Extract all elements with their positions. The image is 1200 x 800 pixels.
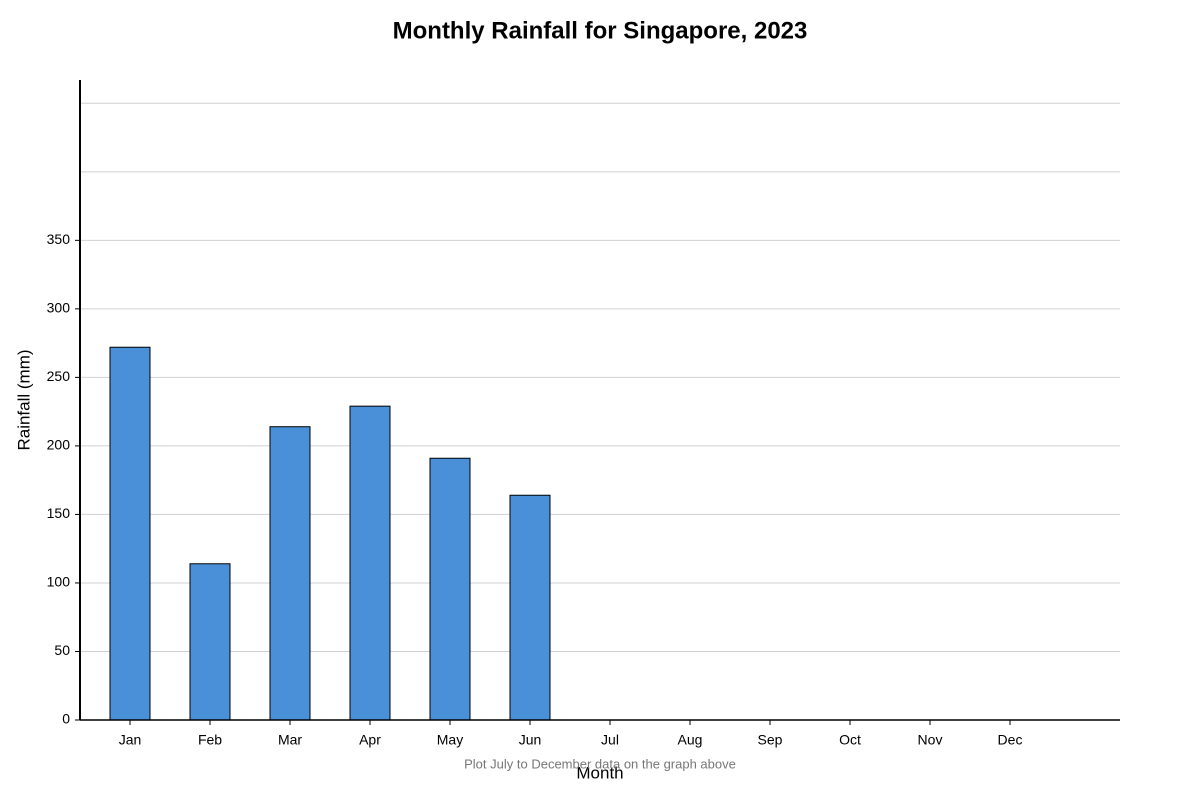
- chart-title: Monthly Rainfall for Singapore, 2023: [393, 17, 808, 44]
- x-tick-label: Jan: [119, 732, 142, 748]
- bar: [509, 494, 551, 721]
- x-axis-label: Month: [576, 763, 623, 782]
- x-tick-label: Feb: [198, 732, 222, 748]
- bar: [269, 426, 311, 721]
- x-tick-label: Apr: [359, 732, 381, 748]
- bar: [189, 563, 231, 721]
- bar: [429, 457, 471, 721]
- y-tick-label: 350: [47, 231, 71, 247]
- y-tick-label: 150: [47, 505, 71, 521]
- y-tick-label: 300: [47, 300, 71, 316]
- x-tick-label: Sep: [758, 732, 783, 748]
- x-tick-label: Dec: [998, 732, 1023, 748]
- y-tick-label: 0: [62, 711, 70, 727]
- y-tick-label: 100: [47, 574, 71, 590]
- y-tick-label: 200: [47, 437, 71, 453]
- y-tick-label: 250: [47, 368, 71, 384]
- y-axis-label: Rainfall (mm): [14, 349, 33, 450]
- x-tick-label: Jun: [519, 732, 542, 748]
- x-tick-label: May: [437, 732, 463, 748]
- x-tick-label: Nov: [918, 732, 943, 748]
- x-tick-label: Jul: [601, 732, 619, 748]
- annotation: Plot July to December data on the graph …: [464, 756, 736, 771]
- x-tick-label: Aug: [678, 732, 703, 748]
- bar: [349, 405, 391, 721]
- y-tick-label: 50: [54, 642, 70, 658]
- x-tick-label: Oct: [839, 732, 861, 748]
- x-tick-label: Mar: [278, 732, 302, 748]
- bar: [109, 346, 151, 721]
